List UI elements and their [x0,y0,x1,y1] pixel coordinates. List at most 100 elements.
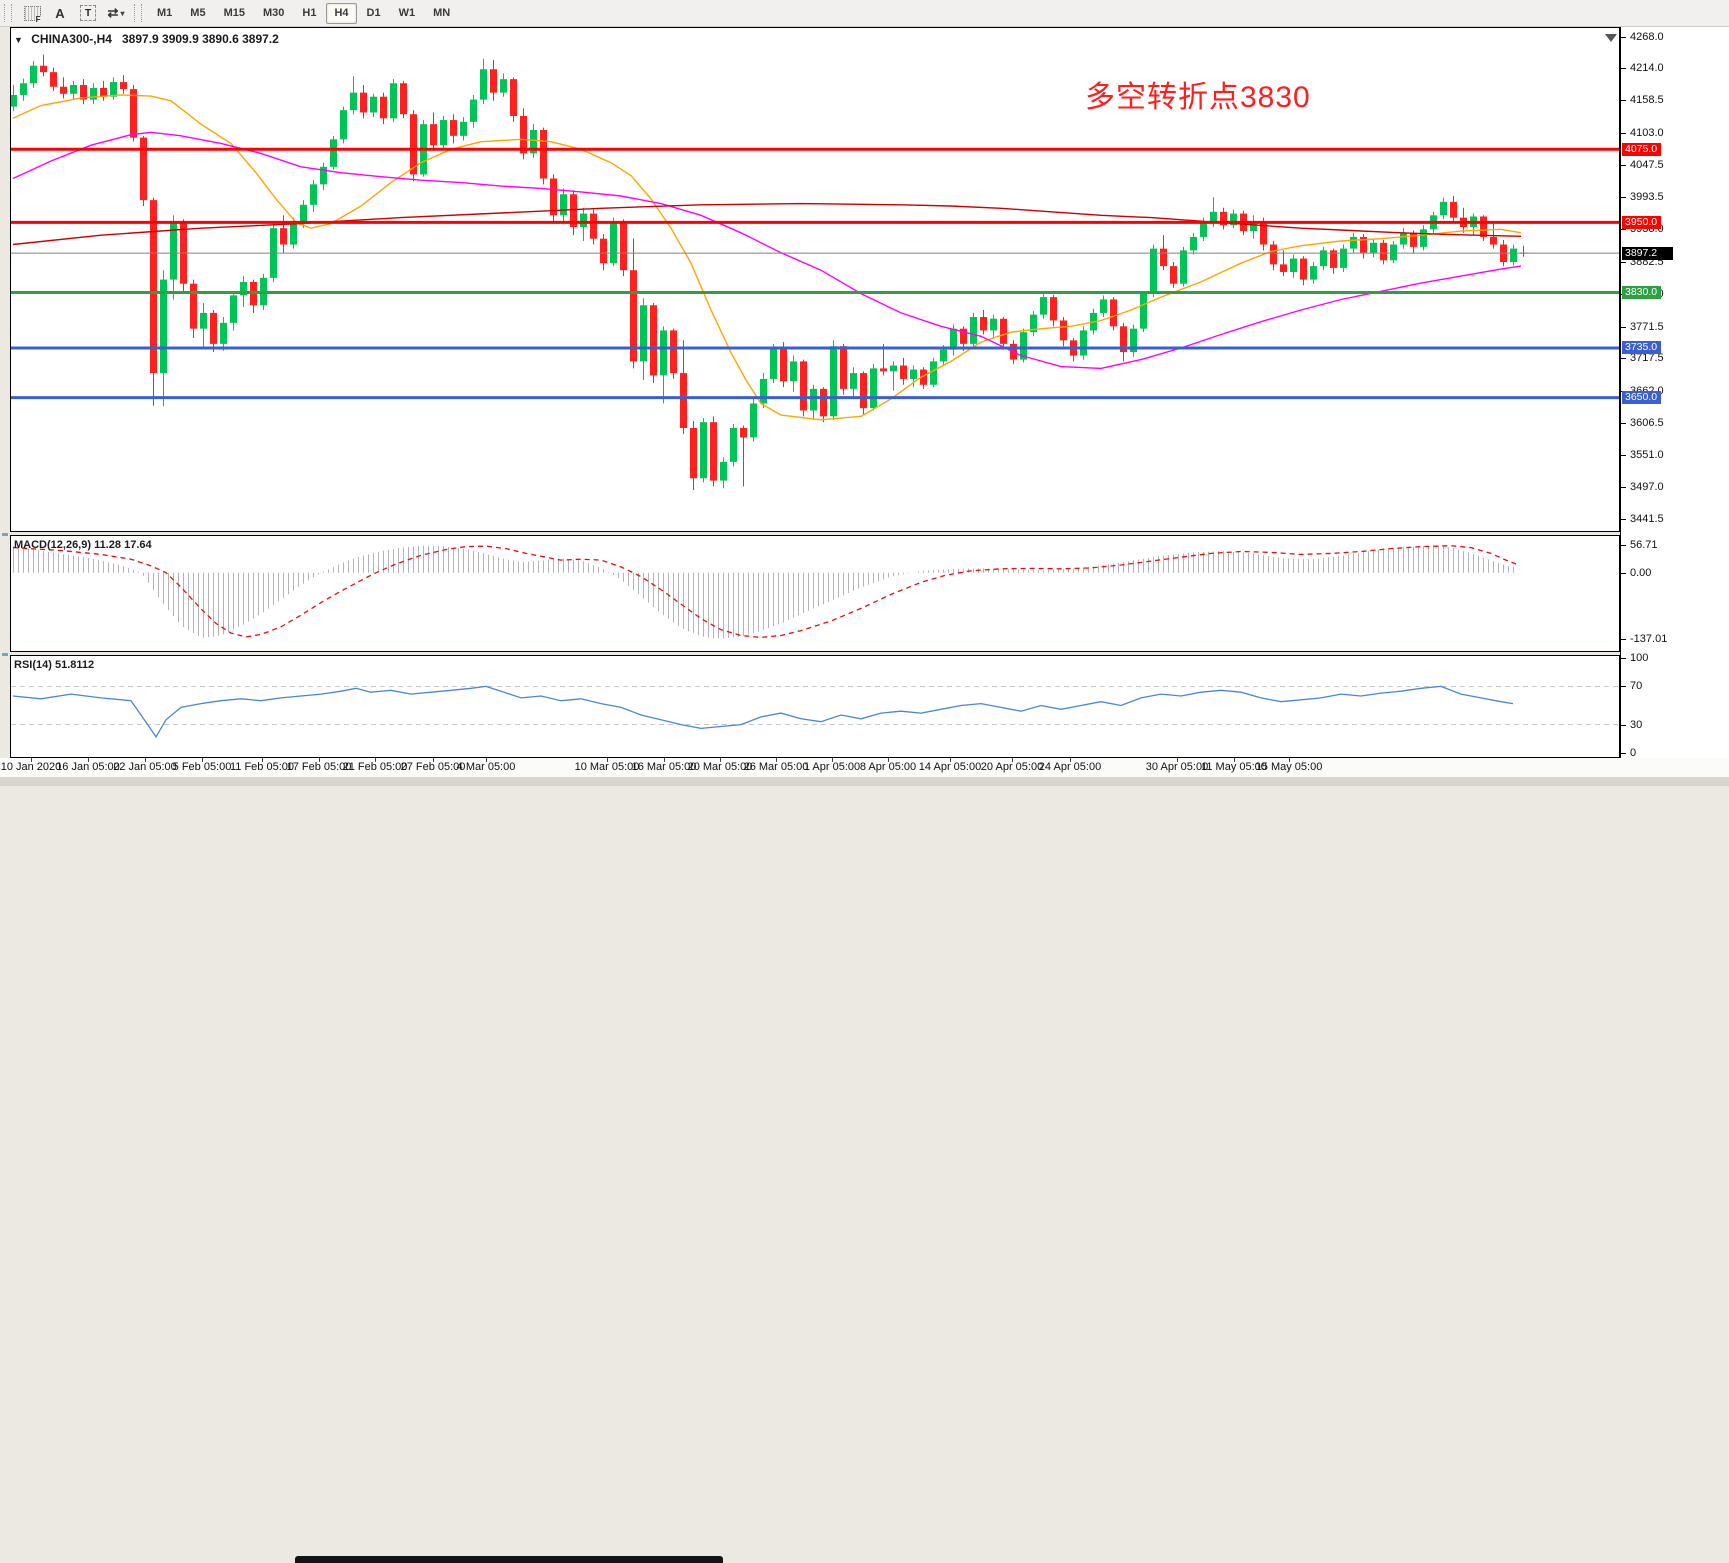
chart-annotation[interactable]: 多空转折点3830 [1085,81,1311,114]
main-chart-pane[interactable] [10,27,1620,532]
timeframe-button-d1[interactable]: D1 [366,7,381,19]
time-tick-mark [1012,758,1013,762]
time-tick-mark [375,758,376,762]
timeframe-button-m1[interactable]: M1 [157,7,173,19]
price-tick-label: 4158.5 [1630,94,1664,107]
price-tick-label: 3717.5 [1630,352,1664,365]
level-price-tag: 3650.0 [1622,391,1662,405]
timeframe-button-m30[interactable]: M30 [262,7,285,19]
time-tick-mark [1289,758,1290,762]
scale-tick-mark [1621,165,1626,167]
scale-tick-mark [1621,229,1626,231]
scale-tick-mark [1621,132,1626,134]
timeframe-button-h4[interactable]: H4 [326,2,357,24]
price-tick-label: 3993.5 [1630,190,1664,203]
scale-tick-mark [1621,196,1626,198]
toolbar-grip[interactable] [134,4,142,22]
time-label: 11 May 05:00 [1201,761,1267,773]
scale-tick-mark [1621,753,1626,755]
time-label: 16 Jan 05:00 [56,761,120,773]
time-tick-mark [31,758,32,762]
toolbar: F A T ⇄ ▾ M1 M5 M15 M30 H1 H4 D1 W1 MN [0,0,1729,27]
time-label: 20 Apr 05:00 [980,761,1044,773]
timeframe-group: M1 M5 M15 M30 H1 H4 D1 W1 MN [148,2,459,24]
time-label: 16 Mar 05:00 [631,761,697,773]
time-tick-mark [202,758,203,762]
price-tick-label: 4214.0 [1630,62,1664,75]
rsi-pane[interactable] [10,655,1620,758]
timeframe-button-m5[interactable]: M5 [190,7,206,19]
ohlc-values: 3897.9 3909.9 3890.6 3897.2 [122,32,279,46]
macd-pane[interactable] [10,535,1620,652]
time-label: 5 Feb 05:00 [172,761,232,773]
time-tick-mark [1234,758,1235,762]
time-label: 8 Apr 05:00 [859,761,917,773]
price-scale[interactable]: 4268.0 4214.0 4158.5 4103.0 4047.5 3993.5 3938… [1620,27,1729,760]
chart-shift-icon [1605,34,1617,42]
arrow-a-icon[interactable]: A [55,5,65,21]
rsi-chart[interactable] [11,656,1619,757]
scale-tick-mark [1621,326,1626,328]
price-tick-label: 3771.5 [1630,320,1664,333]
scale-tick-mark [1621,68,1626,70]
time-label: 10 Mar 05:00 [574,761,640,773]
scale-tick-mark [1621,545,1626,547]
text-box-icon: T [80,5,96,21]
time-tick-mark [607,758,608,762]
toolbar-grip[interactable] [4,4,12,22]
candlestick-chart[interactable] [11,28,1619,531]
scale-tick-mark [1621,390,1626,392]
scale-tick-mark [1621,487,1626,489]
price-tick-label: 4103.0 [1630,126,1664,139]
level-price-tag: 3950.0 [1622,215,1662,229]
time-label: 10 Jan 2020 [0,761,62,773]
background-window-edge [295,1556,723,1563]
macd-tick-label: 56.71 [1630,539,1658,552]
chart-title: ▼ CHINA300-,H4 3897.9 3909.9 3890.6 3897… [14,32,279,46]
symbol-period-label: CHINA300-,H4 [31,32,112,46]
scale-tick-mark [1621,36,1626,38]
time-tick-mark [486,758,487,762]
macd-chart[interactable] [11,536,1619,651]
price-tick-label: 3497.0 [1630,481,1664,494]
level-price-tag: 3735.0 [1622,341,1662,355]
time-tick-mark [145,758,146,762]
grid-icon: F [23,5,41,24]
scale-tick-mark [1621,638,1626,640]
macd-label: MACD(12,26,9) 11.28 17.64 [14,539,152,551]
text-label-icon[interactable]: T [75,2,101,24]
pane-splitter-handle[interactable] [2,533,8,536]
timeframe-button-m15[interactable]: M15 [223,7,245,19]
time-label: 21 Feb 05:00 [342,761,408,773]
time-tick-mark [262,758,263,762]
symbol-dropdown-icon[interactable]: ▼ [14,35,23,45]
rsi-label: RSI(14) 51.8112 [14,659,95,671]
level-price-tag: 4075.0 [1622,142,1662,156]
rsi-tick-label: 70 [1630,680,1643,693]
time-label: 1 Apr 05:00 [803,761,861,773]
rsi-tick-label: 100 [1630,651,1649,664]
scale-tick-mark [1621,455,1626,457]
time-tick-mark [433,758,434,762]
time-tick-mark [664,758,665,762]
time-tick-mark [888,758,889,762]
time-label: 15 May 05:00 [1255,761,1323,773]
time-label: 14 Apr 05:00 [918,761,982,773]
pane-splitter-handle[interactable] [2,653,8,656]
timeframe-button-h1[interactable]: H1 [302,7,317,19]
time-scale[interactable]: 10 Jan 2020 16 Jan 05:00 22 Jan 05:00 5 Feb… [0,758,1729,777]
macd-tick-label: 0.00 [1630,566,1652,579]
time-tick-mark [720,758,721,762]
period-separator-f-icon[interactable]: F [19,2,45,24]
scale-tick-mark [1621,519,1626,521]
rsi-tick-label: 0 [1630,747,1637,760]
rsi-value: 51.8112 [54,659,95,671]
arrows-objects-icon[interactable]: ⇄ ▾ [107,5,125,20]
timeframe-button-w1[interactable]: W1 [398,7,416,19]
time-label: 30 Apr 05:00 [1145,761,1209,773]
scale-tick-mark [1621,261,1626,263]
price-tick-label: 3441.5 [1630,513,1664,526]
scale-tick-mark [1621,100,1626,102]
timeframe-button-mn[interactable]: MN [433,7,451,19]
time-label: 17 Feb 05:00 [286,761,352,773]
